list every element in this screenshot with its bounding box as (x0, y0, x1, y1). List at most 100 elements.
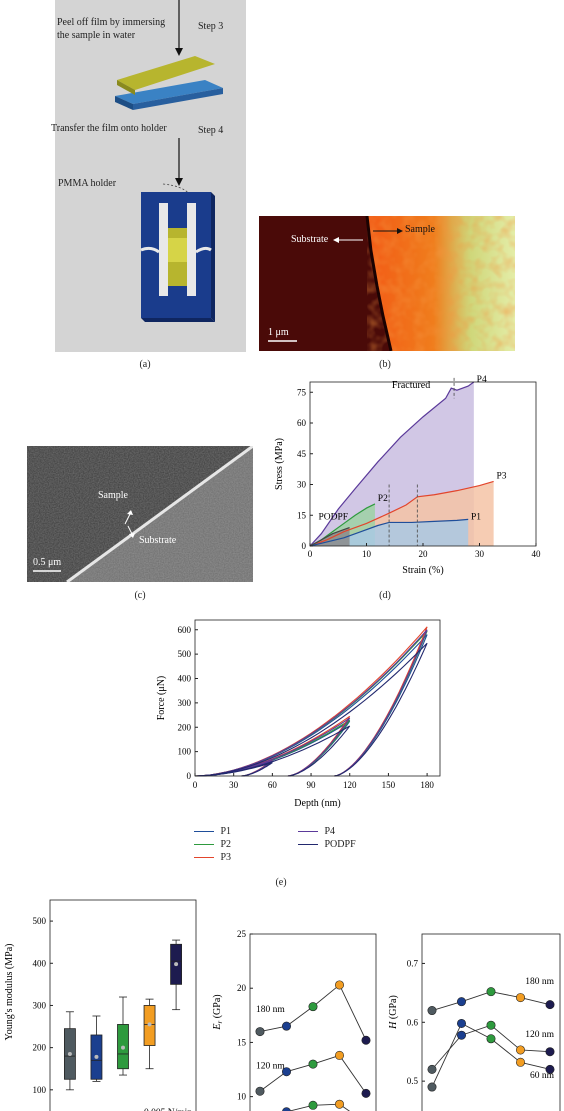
y-tick-label: 0.6 (407, 1017, 419, 1027)
x-tick-label: 10 (362, 549, 372, 559)
data-point (335, 1099, 345, 1109)
legend-item-podpf: PODPF (298, 839, 356, 850)
peeled-film-edge (117, 80, 135, 95)
legend-label-podpf: PODPF (324, 839, 356, 850)
box-mean (94, 1054, 99, 1059)
curve-podpf (195, 762, 273, 777)
sem-arrow-up (124, 513, 131, 525)
line-p3 (309, 480, 494, 547)
series-label: 120 nm (525, 1030, 554, 1040)
fractured-annotation: Fractured (392, 380, 430, 391)
y-axis-label-symbol: H (388, 1021, 399, 1030)
y-tick-label: 100 (33, 1085, 47, 1095)
legend-label-p1: P1 (220, 826, 232, 837)
x-tick-label: 30 (229, 780, 239, 790)
y-axis-label: Er (GPa) (212, 994, 224, 1030)
afm-substrate-arrowhead (333, 237, 339, 243)
curve-p2 (194, 630, 428, 777)
line-p4 (309, 381, 475, 547)
y-tick-label: 45 (297, 449, 307, 459)
data-point (486, 1020, 496, 1030)
legend-label-p4: P4 (324, 826, 336, 837)
substrate-layer-side (115, 96, 133, 110)
legend-label-p3: P3 (220, 852, 232, 863)
data-point (361, 1088, 371, 1098)
plot-frame (421, 933, 561, 1111)
step4-arrowhead (175, 178, 183, 186)
data-point (457, 997, 467, 1007)
y-tick-label: 20 (237, 983, 247, 993)
data-point (361, 1035, 371, 1045)
x-axis-label: Depth (nm) (294, 798, 340, 809)
data-point (457, 1030, 467, 1040)
plot-frame (194, 619, 441, 777)
holder-bar-left (159, 203, 168, 296)
afm-scale-label: 1 μm (268, 327, 289, 338)
data-point (282, 1021, 292, 1031)
y-tick-label: 15 (297, 510, 307, 520)
curve-p3 (194, 626, 428, 777)
series-label: 180 nm (256, 1005, 285, 1015)
caption-b: (b) (379, 359, 391, 370)
curve-podpf (194, 725, 351, 777)
curve-p4 (194, 717, 351, 777)
legend-swatch-p1 (194, 831, 214, 833)
afm-boundary (365, 216, 393, 351)
pmma-holder-bottom (141, 318, 215, 322)
y-tick-label: 25 (237, 929, 247, 939)
series-label: 180 nm (525, 977, 554, 987)
sem-edge (66, 446, 253, 582)
series-label-p4: P4 (477, 375, 487, 385)
box-mean (67, 1051, 72, 1056)
series-label-p1: P1 (471, 512, 481, 522)
data-point (486, 1034, 496, 1044)
line-podpf (309, 526, 350, 547)
holder-notch-left (140, 246, 160, 254)
box-mean (147, 1022, 152, 1027)
peel-label-line2: the sample in water (57, 30, 136, 41)
y-tick-label: 400 (178, 674, 192, 684)
data-point (516, 993, 526, 1003)
data-point (308, 1100, 318, 1110)
y-tick-label: 600 (178, 625, 192, 635)
legend-item-p3: P3 (194, 852, 231, 863)
holder-pointer (162, 183, 190, 195)
stress-strain-chart: 0 10 20 30 40 0 15 30 45 60 75 Strain (%) Stress (MP… (274, 375, 541, 576)
curve-p4 (194, 629, 428, 777)
holder-film-highlight (168, 238, 187, 262)
area-podpf (310, 527, 350, 546)
y-tick-label: 75 (297, 387, 307, 397)
legend-swatch-p2 (194, 844, 214, 846)
x-tick-label: 60 (268, 780, 278, 790)
box-mean (174, 962, 179, 967)
caption-e: (e) (275, 877, 287, 888)
series-label-p3: P3 (496, 471, 506, 481)
substrate-layer-front (133, 88, 223, 110)
youngs-modulus-chart: 100 200 300 400 500 0.005 N/min Young's modulu… (4, 899, 197, 1111)
data-point (282, 1107, 291, 1111)
data-point (516, 1045, 526, 1055)
y-tick-label: 100 (178, 747, 192, 757)
data-point (486, 987, 496, 997)
y-tick-label: 15 (237, 1037, 247, 1047)
x-tick-label: 150 (382, 780, 396, 790)
data-point (427, 1006, 437, 1016)
y-axis-label-subscript: r (216, 1021, 224, 1024)
peel-label-line1: Peel off film by immersing (57, 17, 166, 28)
plot-frame (49, 899, 197, 1111)
data-point (545, 1000, 555, 1010)
legend-swatch-podpf (298, 844, 318, 846)
data-point (457, 1018, 467, 1028)
y-tick-label: 10 (237, 1092, 247, 1102)
x-axis-label: Strain (%) (402, 565, 443, 576)
holder-bar-right (187, 203, 196, 296)
data-point (545, 1064, 555, 1074)
afm-substrate-label: Substrate (291, 234, 329, 245)
legend-e: P1 P2 P3 P4 PODPF (194, 826, 394, 868)
legend-item-p4: P4 (298, 826, 335, 837)
data-point (545, 1047, 555, 1057)
rate-annotation: 0.005 N/min (144, 1108, 192, 1111)
data-point (308, 1002, 318, 1012)
y-tick-label: 60 (297, 418, 307, 428)
sem-scale-label: 0.5 μm (33, 557, 62, 568)
